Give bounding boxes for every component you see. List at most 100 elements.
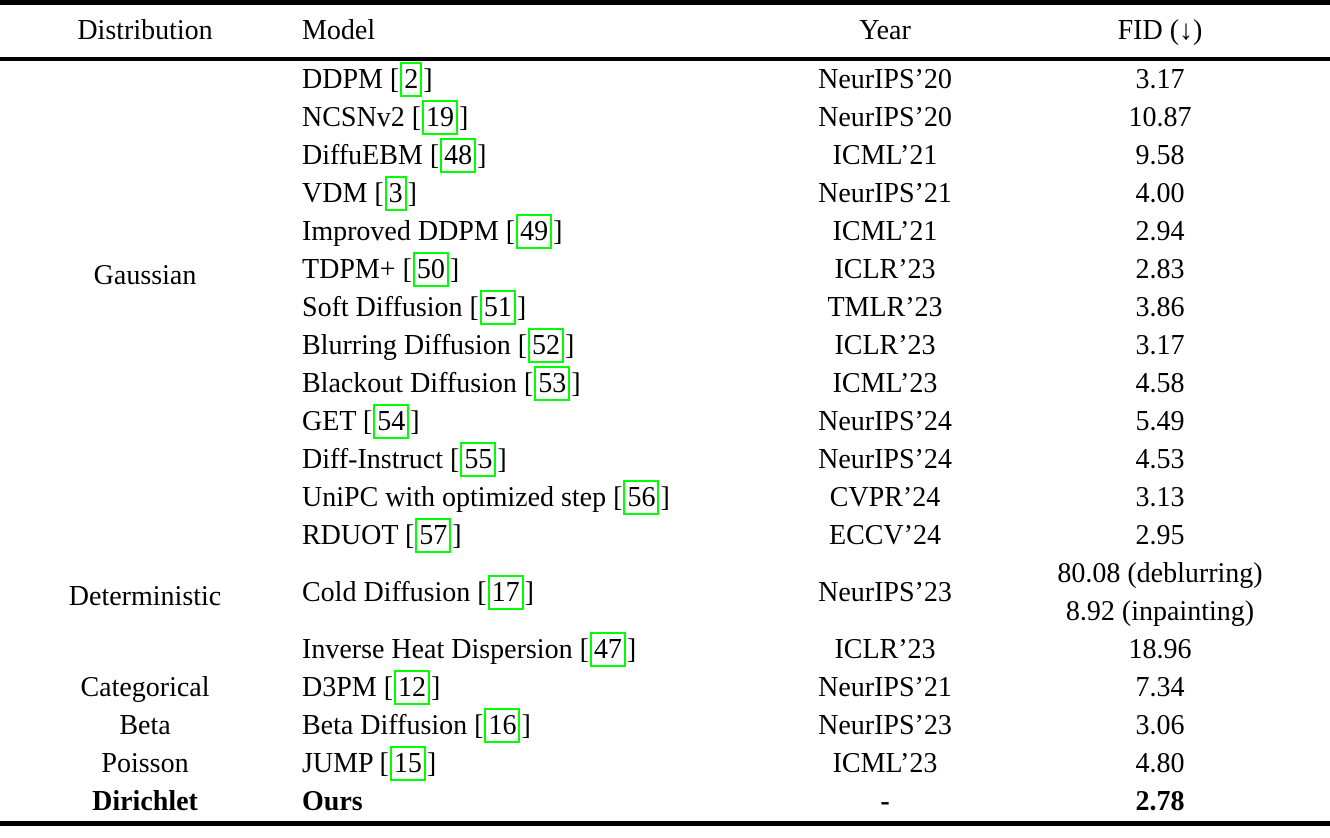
table-row: Blackout Diffusion [53] ICML’23 4.58 (0, 365, 1330, 403)
citation-link[interactable]: 55 (460, 442, 497, 477)
citation-link[interactable]: 2 (400, 62, 423, 97)
fid-cell: 10.87 (990, 99, 1330, 137)
fid-value: 4.58 (1135, 368, 1185, 399)
model-cell: JUMP [15] (302, 746, 437, 781)
table-row: Dirichlet Ours - 2.78 (0, 783, 1330, 824)
citation-link[interactable]: 52 (528, 328, 565, 363)
fid-value: 2.95 (1135, 520, 1185, 551)
table-row: Beta Beta Diffusion [16] NeurIPS’23 3.06 (0, 707, 1330, 745)
table-row: Soft Diffusion [51] TMLR’23 3.86 (0, 289, 1330, 327)
citation-link[interactable]: 48 (440, 138, 477, 173)
col-header-distribution: Distribution (0, 2, 290, 61)
distribution-cell: Gaussian (93, 260, 197, 291)
table-body: Gaussian DDPM [2] NeurIPS’20 3.17 NCSNv2 [19… (0, 59, 1330, 824)
fid-cell: 2.78 (990, 783, 1330, 824)
model-cell: Inverse Heat Dispersion [47] (302, 632, 637, 667)
citation-link[interactable]: 12 (394, 670, 431, 705)
header-row: Distribution Model Year FID (↓) (0, 2, 1330, 61)
model-cell: D3PM [12] (302, 670, 441, 705)
citation-link[interactable]: 56 (623, 480, 660, 515)
year-cell: NeurIPS’21 (818, 672, 952, 703)
year-cell: ICLR’23 (834, 634, 936, 665)
fid-cell: 5.49 (990, 403, 1330, 441)
year-cell: NeurIPS’20 (818, 102, 952, 133)
distribution-cell: Beta (119, 710, 171, 741)
table-row: Blurring Diffusion [52] ICLR’23 3.17 (0, 327, 1330, 365)
fid-cell: 3.06 (990, 707, 1330, 745)
year-cell: ICML’23 (832, 748, 938, 779)
fid-value: 5.49 (1135, 406, 1185, 437)
table-row: Poisson JUMP [15] ICML’23 4.80 (0, 745, 1330, 783)
model-cell: Blackout Diffusion [53] (302, 366, 581, 401)
year-cell: TMLR’23 (827, 292, 943, 323)
citation-link[interactable]: 49 (516, 214, 553, 249)
fid-value: 80.08 (deblurring) (1057, 558, 1263, 589)
year-cell: ICML’23 (832, 368, 938, 399)
fid-value: 18.96 (1128, 634, 1192, 665)
model-cell: GET [54] (302, 404, 420, 439)
distribution-cell: Dirichlet (92, 786, 198, 817)
citation-link[interactable]: 15 (389, 746, 426, 781)
fid-value: 3.13 (1135, 482, 1185, 513)
table-row: Gaussian DDPM [2] NeurIPS’20 3.17 (0, 59, 1330, 291)
year-cell: NeurIPS’23 (818, 577, 952, 608)
model-cell: RDUOT [57] (302, 518, 462, 553)
fid-value: 3.06 (1135, 710, 1185, 741)
fid-value: 8.92 (inpainting) (1065, 596, 1255, 627)
model-cell: Diff-Instruct [55] (302, 442, 507, 477)
year-cell: CVPR’24 (829, 482, 941, 513)
table-row: GET [54] NeurIPS’24 5.49 (0, 403, 1330, 441)
col-header-year: Year (780, 2, 990, 61)
table-row: RDUOT [57] ECCV’24 2.95 (0, 517, 1330, 555)
citation-link[interactable]: 16 (484, 708, 521, 743)
fid-cell: 2.83 (990, 251, 1330, 289)
table-row: TDPM+ [50] ICLR’23 2.83 (0, 251, 1330, 289)
citation-link[interactable]: 17 (487, 575, 524, 610)
fid-value: 2.94 (1135, 216, 1185, 247)
citation-link[interactable]: 47 (589, 632, 626, 667)
fid-cell: 4.58 (990, 365, 1330, 403)
table-row: Diff-Instruct [55] NeurIPS’24 4.53 (0, 441, 1330, 479)
citation-link[interactable]: 51 (479, 290, 516, 325)
fid-value: 4.53 (1135, 444, 1185, 475)
distribution-cell: Poisson (101, 748, 189, 779)
distribution-cell: Deterministic (68, 581, 222, 612)
fid-cell: 4.00 (990, 175, 1330, 213)
distribution-cell: Categorical (80, 672, 210, 703)
model-cell: Cold Diffusion [17] (302, 575, 534, 610)
model-cell: Ours (302, 786, 363, 817)
year-cell: ICML’21 (832, 140, 938, 171)
fid-cell: 18.96 (990, 631, 1330, 669)
model-cell: VDM [3] (302, 176, 417, 211)
citation-link[interactable]: 53 (534, 366, 571, 401)
citation-link[interactable]: 50 (412, 252, 449, 287)
year-cell: NeurIPS’23 (818, 710, 952, 741)
table-row: DiffuEBM [48] ICML’21 9.58 (0, 137, 1330, 175)
year-cell: ECCV’24 (829, 520, 941, 551)
year-cell: ICLR’23 (834, 330, 936, 361)
year-cell: ICLR’23 (834, 254, 936, 285)
fid-cell: 2.95 (990, 517, 1330, 555)
citation-link[interactable]: 57 (415, 518, 452, 553)
table-row: VDM [3] NeurIPS’21 4.00 (0, 175, 1330, 213)
fid-cell: 9.58 (990, 137, 1330, 175)
citation-link[interactable]: 54 (373, 404, 410, 439)
fid-cell: 4.53 (990, 441, 1330, 479)
fid-value: 9.58 (1135, 140, 1185, 171)
fid-value: 4.00 (1135, 178, 1185, 209)
citation-link[interactable]: 3 (384, 176, 407, 211)
fid-value: 3.17 (1135, 330, 1185, 361)
citation-link[interactable]: 19 (422, 100, 459, 135)
fid-value: 4.80 (1135, 748, 1185, 779)
table-row: Improved DDPM [49] ICML’21 2.94 (0, 213, 1330, 251)
model-cell: NCSNv2 [19] (302, 100, 469, 135)
fid-cell: 3.17 (990, 327, 1330, 365)
model-cell: DiffuEBM [48] (302, 138, 487, 173)
year-cell: ICML’21 (832, 216, 938, 247)
model-cell: Beta Diffusion [16] (302, 708, 531, 743)
fid-cell: 7.34 (990, 669, 1330, 707)
col-header-fid: FID (↓) (990, 2, 1330, 61)
fid-cell: 80.08 (deblurring) 8.92 (inpainting) (990, 555, 1330, 631)
